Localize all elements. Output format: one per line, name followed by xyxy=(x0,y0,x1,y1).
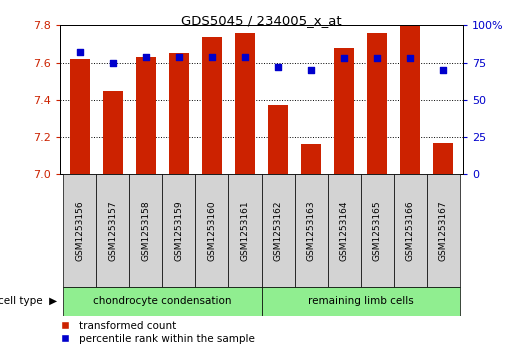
Text: GSM1253160: GSM1253160 xyxy=(208,200,217,261)
Bar xyxy=(294,174,327,287)
Bar xyxy=(63,287,262,316)
Point xyxy=(307,67,315,73)
Text: GSM1253161: GSM1253161 xyxy=(241,200,249,261)
Bar xyxy=(70,59,90,174)
Point xyxy=(439,67,447,73)
Text: GSM1253166: GSM1253166 xyxy=(405,200,415,261)
Bar xyxy=(393,174,427,287)
Bar xyxy=(327,174,360,287)
Point xyxy=(406,55,414,61)
Point xyxy=(109,60,117,66)
Text: GSM1253156: GSM1253156 xyxy=(75,200,84,261)
Bar xyxy=(334,48,354,174)
Bar xyxy=(103,90,123,174)
Point xyxy=(175,54,183,60)
Point xyxy=(241,54,249,60)
Bar xyxy=(400,25,420,174)
Point xyxy=(274,64,282,70)
Text: GSM1253159: GSM1253159 xyxy=(175,200,184,261)
Point xyxy=(142,54,150,60)
Bar xyxy=(367,33,387,174)
Bar xyxy=(136,57,156,174)
Text: GSM1253158: GSM1253158 xyxy=(141,200,151,261)
Bar xyxy=(427,174,460,287)
Bar xyxy=(96,174,130,287)
Legend: transformed count, percentile rank within the sample: transformed count, percentile rank withi… xyxy=(55,321,255,344)
Bar xyxy=(235,33,255,174)
Bar xyxy=(262,174,294,287)
Text: GSM1253163: GSM1253163 xyxy=(306,200,315,261)
Point xyxy=(340,55,348,61)
Text: GSM1253167: GSM1253167 xyxy=(439,200,448,261)
Bar xyxy=(301,144,321,174)
Bar xyxy=(229,174,262,287)
Text: GSM1253165: GSM1253165 xyxy=(372,200,382,261)
Text: GDS5045 / 234005_x_at: GDS5045 / 234005_x_at xyxy=(181,15,342,28)
Bar xyxy=(262,287,460,316)
Bar xyxy=(268,105,288,174)
Text: GSM1253162: GSM1253162 xyxy=(274,200,282,261)
Bar xyxy=(360,174,393,287)
Point xyxy=(76,49,84,55)
Bar xyxy=(196,174,229,287)
Bar xyxy=(63,174,96,287)
Bar xyxy=(169,53,189,174)
Point xyxy=(208,54,216,60)
Bar xyxy=(163,174,196,287)
Text: chondrocyte condensation: chondrocyte condensation xyxy=(93,296,232,306)
Text: GSM1253157: GSM1253157 xyxy=(108,200,118,261)
Text: GSM1253164: GSM1253164 xyxy=(339,200,348,261)
Bar xyxy=(433,143,453,174)
Bar xyxy=(202,37,222,174)
Text: remaining limb cells: remaining limb cells xyxy=(308,296,413,306)
Point xyxy=(373,55,381,61)
Text: cell type  ▶: cell type ▶ xyxy=(0,296,58,306)
Bar xyxy=(130,174,163,287)
